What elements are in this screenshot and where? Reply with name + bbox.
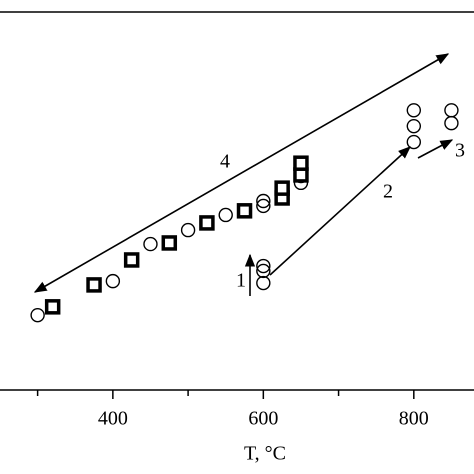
annotation: 2 bbox=[383, 181, 393, 203]
point bbox=[293, 155, 309, 171]
point bbox=[199, 215, 215, 231]
point bbox=[406, 103, 422, 118]
arrow bbox=[417, 139, 454, 159]
point bbox=[105, 273, 121, 289]
annotation: 3 bbox=[455, 140, 465, 162]
point bbox=[256, 263, 271, 279]
point bbox=[406, 118, 422, 134]
point bbox=[444, 103, 459, 118]
point bbox=[44, 299, 61, 315]
point bbox=[218, 207, 233, 223]
point bbox=[256, 258, 271, 274]
point bbox=[86, 277, 102, 293]
point bbox=[236, 203, 253, 219]
point bbox=[274, 180, 290, 196]
x-tick-label: 600 bbox=[248, 408, 278, 430]
annotation: 1 bbox=[236, 270, 246, 292]
point bbox=[161, 235, 178, 251]
x-tick-label: 800 bbox=[399, 408, 429, 430]
annotation: 4 bbox=[220, 151, 230, 173]
point bbox=[444, 115, 459, 131]
x-axis-label: T, °C bbox=[244, 443, 286, 465]
point bbox=[143, 236, 158, 252]
arrow bbox=[269, 146, 411, 276]
point bbox=[256, 198, 271, 214]
point bbox=[406, 134, 422, 150]
point bbox=[180, 222, 196, 238]
point bbox=[256, 193, 271, 209]
arrow bbox=[33, 53, 450, 293]
point bbox=[123, 252, 140, 268]
x-tick-label: 400 bbox=[98, 408, 128, 430]
point bbox=[256, 275, 271, 291]
point bbox=[30, 307, 45, 323]
